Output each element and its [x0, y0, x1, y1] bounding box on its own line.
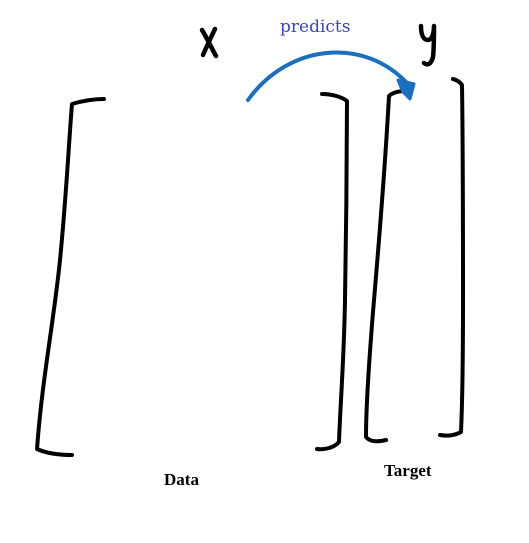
target-vector-left-bracket	[366, 91, 404, 441]
target-vector-right-bracket	[440, 79, 463, 436]
data-matrix-right-bracket	[317, 94, 347, 449]
y-symbol	[421, 26, 434, 64]
target-label: Target	[384, 461, 432, 481]
data-label: Data	[164, 470, 199, 490]
x-symbol	[202, 29, 216, 56]
predicts-arrow-head	[398, 80, 414, 99]
predicts-label: predicts	[280, 17, 350, 37]
data-matrix-left-bracket	[37, 99, 104, 455]
